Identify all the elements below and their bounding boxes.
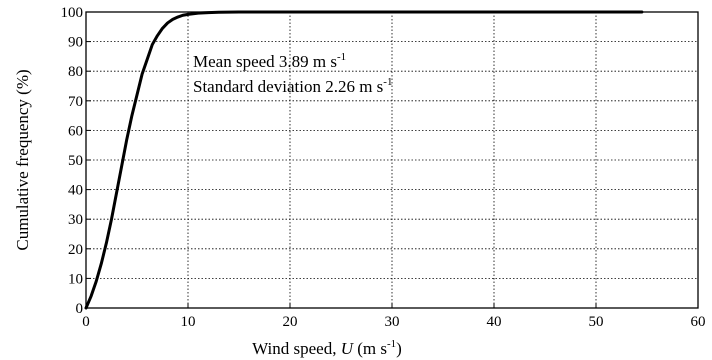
y-tick-label: 30 xyxy=(68,212,83,228)
y-tick-label: 70 xyxy=(68,94,83,110)
x-tick-label: 60 xyxy=(691,314,706,330)
annotation-stddev-sup: -1 xyxy=(383,76,392,88)
y-tick-label: 40 xyxy=(68,183,83,199)
annotation-mean-sup: -1 xyxy=(337,51,346,63)
x-axis-label-close: ) xyxy=(396,339,402,358)
x-tick-label: 40 xyxy=(487,314,502,330)
y-tick-label: 80 xyxy=(68,64,83,80)
y-tick-label: 90 xyxy=(68,35,83,51)
axis-ticks: 0 10 20 30 40 50 60 70 80 90 100 0 10 20 30 40 50 60 xyxy=(61,5,706,330)
x-axis-label-unit-sup: -1 xyxy=(387,338,396,350)
y-tick-label: 10 xyxy=(68,271,83,287)
x-axis-label-unit: (m s xyxy=(353,339,387,358)
annotation-stddev-text: Standard deviation 2.26 m s xyxy=(193,77,383,96)
annotation-mean-text: Mean speed 3.89 m s xyxy=(193,52,337,71)
x-axis-label-prefix: Wind speed, xyxy=(252,339,341,358)
y-tick-label: 0 xyxy=(76,301,84,317)
grid-lines xyxy=(86,12,698,308)
x-tick-label: 20 xyxy=(283,314,298,330)
y-tick-label: 20 xyxy=(68,242,83,258)
annotation-stddev: Standard deviation 2.26 m s-1 xyxy=(193,76,392,96)
x-tick-label: 10 xyxy=(181,314,196,330)
x-tick-label: 50 xyxy=(589,314,604,330)
x-axis-label: Wind speed, U (m s-1) xyxy=(252,338,402,358)
x-tick-label: 0 xyxy=(82,314,90,330)
x-tick-label: 30 xyxy=(385,314,400,330)
y-tick-label: 50 xyxy=(68,153,83,169)
y-tick-label: 100 xyxy=(61,5,84,21)
plot-frame xyxy=(85,11,699,309)
y-tick-label: 60 xyxy=(68,123,83,139)
y-axis-label: Cumulative frequency (%) xyxy=(13,69,32,250)
annotation-mean: Mean speed 3.89 m s-1 xyxy=(193,51,346,71)
x-axis-label-symbol: U xyxy=(341,339,355,358)
